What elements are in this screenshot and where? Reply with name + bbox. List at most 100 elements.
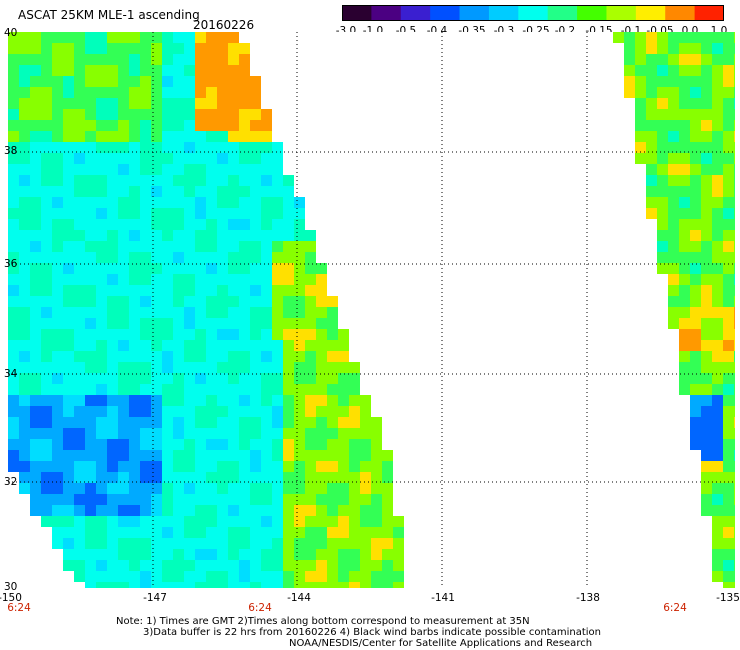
swath-cell: [8, 43, 19, 54]
swath-cell: [162, 571, 173, 582]
swath-cell: [723, 285, 734, 296]
swath-cell: [734, 43, 735, 54]
swath-cell: [217, 527, 228, 538]
swath-cell: [63, 32, 74, 43]
swath-cell: [327, 318, 338, 329]
swath-cell: [96, 120, 107, 131]
swath-cell: [63, 186, 74, 197]
swath-cell: [96, 373, 107, 384]
swath-cell: [646, 109, 657, 120]
swath-cell: [272, 527, 283, 538]
swath-cell: [41, 472, 52, 483]
swath-cell: [283, 483, 294, 494]
swath-cell: [173, 197, 184, 208]
swath-cell: [107, 362, 118, 373]
swath-cell: [239, 131, 250, 142]
swath-cell: [316, 274, 327, 285]
swath-cell: [305, 274, 316, 285]
swath-cell: [8, 131, 19, 142]
swath-cell: [294, 538, 305, 549]
swath-cell: [217, 65, 228, 76]
swath-cell: [140, 483, 151, 494]
swath-cell: [195, 252, 206, 263]
swath-cell: [8, 373, 19, 384]
swath-cell: [690, 417, 701, 428]
swath-cell: [74, 252, 85, 263]
swath-cell: [701, 131, 712, 142]
swath-cell: [250, 274, 261, 285]
swath-cell: [668, 219, 679, 230]
swath-cell: [734, 494, 735, 505]
swath-cell: [712, 142, 723, 153]
swath-cell: [305, 362, 316, 373]
swath-cell: [85, 87, 96, 98]
swath-cell: [250, 131, 261, 142]
lat-label: 38: [4, 145, 18, 157]
swath-cell: [19, 472, 30, 483]
swath-cell: [712, 318, 723, 329]
swath-cell: [162, 307, 173, 318]
swath-cell: [19, 428, 30, 439]
swath-cell: [239, 395, 250, 406]
swath-cell: [206, 406, 217, 417]
swath-cell: [41, 98, 52, 109]
swath-cell: [679, 175, 690, 186]
swath-cell: [283, 538, 294, 549]
swath-cell: [41, 153, 52, 164]
swath-cell: [250, 417, 261, 428]
swath-cell: [305, 516, 316, 527]
swath-cell: [690, 32, 701, 43]
swath-cell: [74, 395, 85, 406]
swath-cell: [382, 549, 393, 560]
swath-cell: [239, 450, 250, 461]
swath-cell: [701, 252, 712, 263]
swath-cell: [217, 230, 228, 241]
swath-cell: [96, 318, 107, 329]
swath-cell: [129, 582, 140, 588]
swath-cell: [85, 373, 96, 384]
swath-cell: [129, 516, 140, 527]
swath-cell: [129, 472, 140, 483]
swath-cell: [272, 296, 283, 307]
swath-cell: [19, 197, 30, 208]
swath-cell: [173, 296, 184, 307]
swath-cell: [272, 516, 283, 527]
swath-cell: [250, 285, 261, 296]
swath-cell: [349, 472, 360, 483]
swath-cell: [712, 153, 723, 164]
swath-cell: [327, 340, 338, 351]
swath-cell: [74, 263, 85, 274]
time-label: 6:24: [7, 602, 31, 614]
swath-cell: [30, 186, 41, 197]
swath-cell: [734, 450, 735, 461]
swath-cell: [228, 516, 239, 527]
swath-cell: [371, 571, 382, 582]
swath-cell: [734, 65, 735, 76]
swath-cell: [305, 395, 316, 406]
swath-cell: [30, 450, 41, 461]
swath-cell: [206, 175, 217, 186]
swath-cell: [723, 538, 734, 549]
swath-cell: [107, 98, 118, 109]
swath-cell: [239, 120, 250, 131]
swath-cell: [305, 285, 316, 296]
swath-cell: [668, 241, 679, 252]
swath-cell: [723, 230, 734, 241]
swath-cell: [679, 351, 690, 362]
swath-cell: [118, 318, 129, 329]
swath-cell: [217, 32, 228, 43]
swath-cell: [294, 285, 305, 296]
swath-cell: [723, 98, 734, 109]
swath-cell: [118, 219, 129, 230]
swath-cell: [206, 362, 217, 373]
swath-cell: [96, 384, 107, 395]
swath-cell: [151, 505, 162, 516]
swath-cell: [74, 120, 85, 131]
swath-cell: [74, 549, 85, 560]
swath-cell: [140, 153, 151, 164]
swath-cell: [85, 362, 96, 373]
swath-cell: [184, 549, 195, 560]
swath-cell: [679, 109, 690, 120]
swath-cell: [8, 395, 19, 406]
swath-cell: [734, 296, 735, 307]
